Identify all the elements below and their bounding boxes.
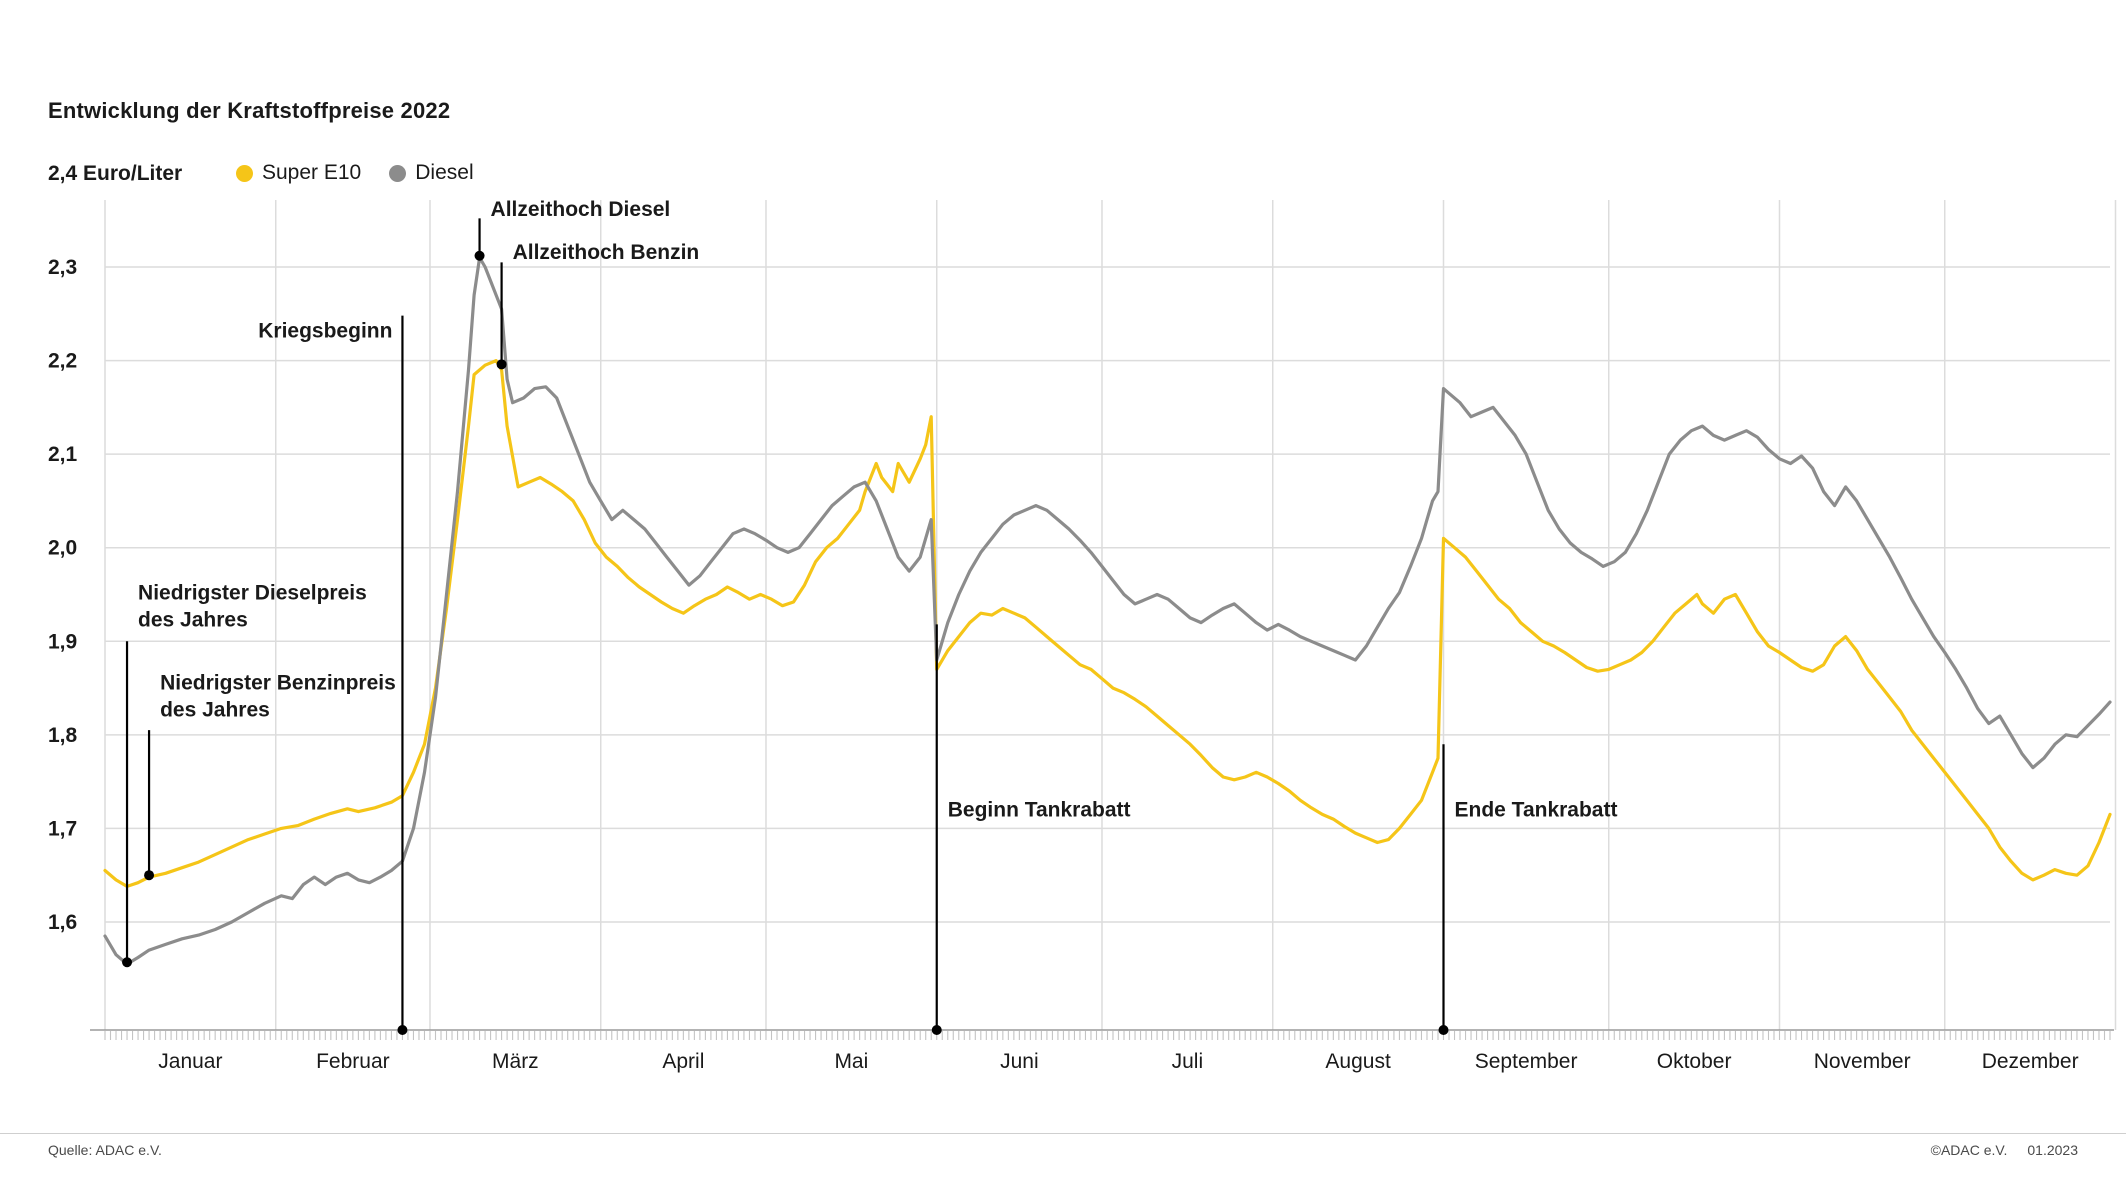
annotation-dot-allzeithoch-benzin — [496, 359, 507, 370]
date-text: 01.2023 — [2027, 1142, 2078, 1158]
source-note: Quelle: ADAC e.V. — [48, 1142, 162, 1158]
month-label-märz: März — [492, 1050, 539, 1073]
annotation-label-allzeithoch-benzin: Allzeithoch Benzin — [513, 241, 700, 264]
month-label-august: August — [1325, 1050, 1391, 1073]
annotation-label2-niedrigster-benzinpreis: des Jahres — [160, 698, 270, 721]
chart-title: Entwicklung der Kraftstoffpreise 2022 — [48, 98, 451, 123]
annotation-label-ende-tankrabatt: Ende Tankrabatt — [1455, 799, 1618, 822]
series-line-super-e10 — [103, 359, 2112, 889]
y-axis-unit-label: 2,4 Euro/Liter — [48, 162, 183, 185]
annotation-dot-niedrigster-benzinpreis — [144, 870, 155, 881]
series-line-diesel — [103, 256, 2112, 966]
annotation-label-beginn-tankrabatt: Beginn Tankrabatt — [948, 799, 1131, 822]
annotation-dot-beginn-tankrabatt — [931, 1025, 942, 1035]
annotation-label-allzeithoch-diesel: Allzeithoch Diesel — [491, 198, 671, 221]
month-label-mai: Mai — [834, 1050, 868, 1073]
annotation-dot-ende-tankrabatt — [1438, 1025, 1449, 1035]
month-label-april: April — [662, 1050, 704, 1073]
footer-divider — [0, 1133, 2126, 1134]
legend-item-super-e10: Super E10 — [236, 161, 361, 185]
y-tick-label: 2,1 — [48, 443, 78, 466]
y-tick-label: 1,8 — [48, 724, 78, 747]
annotation-label-niedrigster-dieselpreis: Niedrigster Dieselpreis — [138, 582, 367, 605]
month-label-februar: Februar — [316, 1050, 390, 1073]
annotation-dot-niedrigster-dieselpreis — [122, 957, 133, 968]
annotation-label-niedrigster-benzinpreis: Niedrigster Benzinpreis — [160, 671, 396, 694]
month-label-januar: Januar — [158, 1050, 222, 1073]
month-label-november: November — [1814, 1050, 1911, 1073]
month-label-juni: Juni — [1000, 1050, 1039, 1073]
annotation-label-kriegsbeginn: Kriegsbeginn — [258, 320, 392, 343]
annotation-label2-niedrigster-dieselpreis: des Jahres — [138, 609, 248, 632]
y-tick-label: 2,2 — [48, 350, 77, 373]
y-tick-label: 2,3 — [48, 256, 77, 279]
y-tick-label: 1,7 — [48, 817, 77, 840]
month-label-juli: Juli — [1172, 1050, 1204, 1073]
month-label-september: September — [1475, 1050, 1578, 1073]
copyright-text: ©ADAC e.V. — [1930, 1142, 2008, 1158]
y-tick-label: 2,0 — [48, 537, 77, 560]
legend: Super E10 Diesel — [236, 161, 474, 185]
legend-label-super-e10: Super E10 — [262, 161, 362, 184]
copyright-note: ©ADAC e.V. 01.2023 — [1931, 1142, 2078, 1158]
annotation-dot-kriegsbeginn — [397, 1025, 408, 1035]
y-tick-label: 1,9 — [48, 630, 77, 653]
annotation-dot-allzeithoch-diesel — [474, 250, 485, 261]
y-tick-label: 1,6 — [48, 911, 77, 934]
month-label-dezember: Dezember — [1982, 1050, 2079, 1073]
super-e10-color-dot-icon — [236, 164, 253, 182]
legend-label-diesel: Diesel — [415, 161, 474, 184]
month-label-oktober: Oktober — [1657, 1050, 1732, 1073]
diesel-color-dot-icon — [389, 164, 407, 182]
legend-item-diesel: Diesel — [389, 161, 474, 185]
